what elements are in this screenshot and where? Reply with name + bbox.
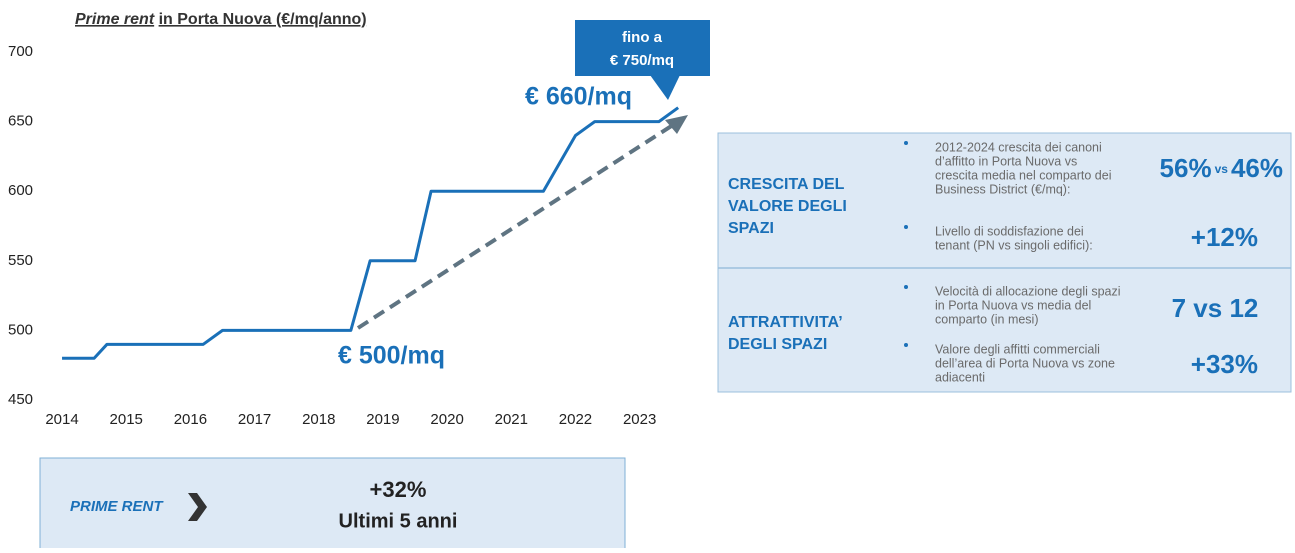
item-text: 2012-2024 crescita dei canoni bbox=[935, 140, 1102, 154]
y-tick-label: 550 bbox=[8, 252, 33, 269]
x-tick-label: 2016 bbox=[174, 411, 207, 428]
y-tick-label: 650 bbox=[8, 113, 33, 130]
y-tick-label: 600 bbox=[8, 182, 33, 199]
chevron bbox=[188, 493, 207, 521]
summary-label: PRIME RENT bbox=[70, 498, 164, 515]
summary-box bbox=[39, 457, 626, 553]
chart-title: Prime rent in Porta Nuova (€/mq/anno) bbox=[75, 11, 367, 28]
item-text: tenant (PN vs singoli edifici): bbox=[935, 238, 1093, 252]
trend-arrow bbox=[356, 121, 678, 330]
bullet bbox=[904, 285, 908, 289]
line bbox=[62, 106, 680, 360]
bullet bbox=[904, 225, 908, 229]
bullet bbox=[904, 343, 908, 347]
item-figure: +33% bbox=[1191, 349, 1258, 379]
item-text: Velocità di allocazione degli spazi bbox=[935, 284, 1121, 298]
section-heading: CRESCITA DEL bbox=[728, 176, 845, 193]
figure-part: 56% bbox=[1160, 153, 1212, 183]
annotation: € 500/mq bbox=[338, 342, 445, 370]
callout-line: fino a bbox=[622, 29, 663, 46]
section-heading: SPAZI bbox=[728, 220, 774, 237]
summary-caption: Ultimi 5 anni bbox=[339, 510, 458, 532]
title-rest: in Porta Nuova (€/mq/anno) bbox=[159, 11, 367, 28]
item-figure: 56% vs 46% bbox=[1160, 153, 1283, 183]
section-heading: DEGLI SPAZI bbox=[728, 336, 827, 353]
figure-part: vs bbox=[1215, 162, 1229, 176]
section-heading: ATTRATTIVITA’ bbox=[728, 314, 843, 331]
callout-line: € 750/mq bbox=[610, 52, 674, 69]
item-text: d’affitto in Porta Nuova vs bbox=[935, 154, 1077, 168]
y-tick-label: 700 bbox=[8, 43, 33, 60]
item-text: in Porta Nuova vs media del bbox=[935, 298, 1091, 312]
trend-arrow-head bbox=[665, 115, 688, 134]
callout-box bbox=[575, 20, 710, 76]
item-text: adiacenti bbox=[935, 370, 985, 384]
item-text: Valore degli affitti commerciali bbox=[935, 342, 1100, 356]
item-text: comparto (in mesi) bbox=[935, 312, 1039, 326]
summary-value: +32% bbox=[370, 477, 427, 502]
item-text: Business District (€/mq): bbox=[935, 182, 1070, 196]
item-figure: +12% bbox=[1191, 222, 1258, 252]
item-text: Livello di soddisfazione dei bbox=[935, 224, 1084, 238]
y-tick-label: 500 bbox=[8, 321, 33, 338]
x-tick-label: 2014 bbox=[45, 411, 78, 428]
bullet bbox=[904, 141, 908, 145]
x-tick-label: 2019 bbox=[366, 411, 399, 428]
item-text: dell’area di Porta Nuova vs zone bbox=[935, 356, 1115, 370]
section-heading: VALORE DEGLI bbox=[728, 198, 847, 215]
kpi-panel bbox=[717, 132, 1292, 393]
y-tick-label: 450 bbox=[8, 391, 33, 408]
panel-content: CRESCITA DEL VALORE DEGLI SPAZI 2012-2024 c… bbox=[728, 140, 1283, 384]
x-tick-label: 2023 bbox=[623, 411, 656, 428]
item-figure: 7 vs 12 bbox=[1172, 293, 1259, 323]
x-tick-label: 2021 bbox=[495, 411, 528, 428]
figure-part: 46% bbox=[1231, 153, 1283, 183]
title-emphasis: Prime rent bbox=[75, 11, 155, 28]
x-tick-label: 2022 bbox=[559, 411, 592, 428]
x-tick-label: 2020 bbox=[430, 411, 463, 428]
x-tick-label: 2017 bbox=[238, 411, 271, 428]
annotation: € 660/mq bbox=[525, 83, 632, 111]
x-tick-label: 2015 bbox=[110, 411, 143, 428]
callout-pointer bbox=[650, 75, 680, 100]
x-tick-label: 2018 bbox=[302, 411, 335, 428]
item-text: crescita media nel comparto dei bbox=[935, 168, 1111, 182]
